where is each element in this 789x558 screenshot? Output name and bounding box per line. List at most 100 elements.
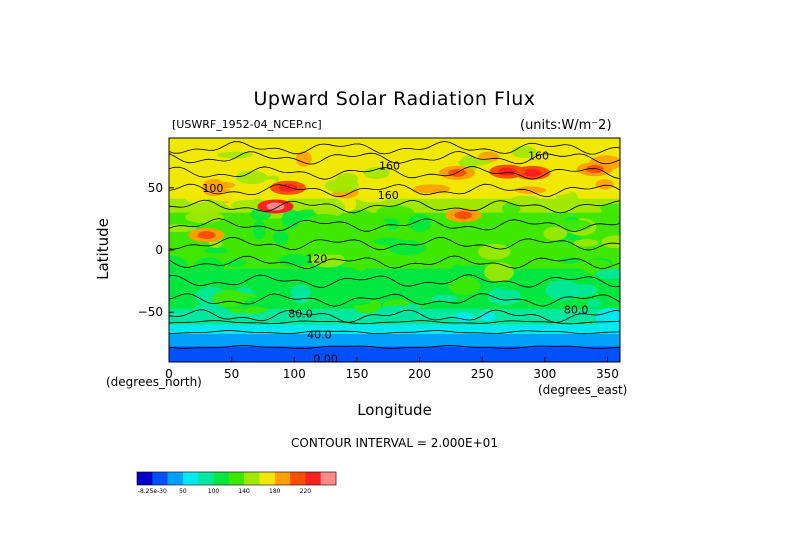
contour-line	[169, 330, 620, 335]
contour-label: 80.0	[564, 304, 589, 317]
colorbar-swatch	[320, 472, 337, 485]
field-patch	[312, 198, 346, 218]
contour-line	[169, 218, 620, 233]
field-patch	[487, 287, 521, 306]
field-patch	[595, 179, 614, 190]
field-band	[169, 321, 620, 326]
field-patch	[484, 262, 514, 282]
field-patch	[426, 204, 441, 211]
field-patch	[376, 205, 414, 219]
contour-line	[169, 255, 620, 269]
field-patch	[225, 292, 257, 300]
colorbar-label: 220	[300, 488, 312, 495]
field-band	[169, 355, 620, 358]
field-patch	[573, 239, 599, 247]
field-patch	[204, 247, 228, 254]
chart-title: Upward Solar Radiation Flux	[253, 88, 536, 110]
hotspot-core	[585, 165, 604, 174]
x-axis-label: Longitude	[357, 401, 432, 419]
contour-label: 100	[202, 182, 223, 195]
field-patch	[278, 254, 312, 267]
field-band	[169, 180, 620, 186]
colorbar-label: 50	[179, 488, 187, 495]
source-file-label: [USWRF_1952-04_NCEP.nc]	[172, 118, 322, 131]
field-patch	[252, 220, 266, 240]
field-band	[169, 282, 620, 288]
field-band	[169, 296, 620, 302]
field-patch	[601, 235, 620, 249]
field-patch	[343, 293, 373, 306]
field-patch	[294, 273, 323, 283]
field-patch	[363, 167, 390, 179]
field-patch	[600, 204, 620, 224]
hotspot-core	[279, 183, 298, 192]
field-band	[169, 340, 620, 344]
field-patch	[169, 288, 189, 305]
field-patch	[545, 280, 582, 301]
field-patch	[202, 178, 226, 197]
field-patch	[325, 160, 362, 173]
field-patch	[431, 294, 458, 303]
contour-line	[169, 151, 620, 165]
field-patch	[313, 297, 331, 305]
contour-line	[169, 199, 620, 214]
colorbar-swatch	[152, 472, 168, 485]
contour-label: 0.00	[313, 352, 338, 365]
contour-label: 120	[306, 253, 327, 266]
contour-line	[169, 183, 620, 198]
colorbar-label: -8.25e-30	[138, 488, 167, 495]
field-patch	[324, 178, 360, 193]
field-band	[169, 352, 620, 357]
field-patch	[169, 255, 188, 276]
y-tick-label: 50	[148, 181, 163, 195]
field-patch	[595, 269, 620, 279]
y-axis-ticks: 50 0 −50	[138, 181, 174, 319]
field-band	[169, 273, 620, 279]
colorbar-label: 140	[238, 488, 250, 495]
hotspot-core	[197, 231, 216, 240]
x-tick-label: 350	[596, 367, 619, 381]
colorbar-swatch	[137, 472, 153, 485]
contour-line	[169, 141, 620, 155]
contour-label: 160	[378, 189, 399, 202]
x-tick-label: 50	[224, 367, 239, 381]
field-patch	[427, 254, 443, 267]
field-patch	[290, 284, 311, 300]
field-band	[169, 198, 620, 204]
x-tick-label: 250	[471, 367, 494, 381]
x-axis-ticks: 0 50 100 150 200 250 300 350	[165, 357, 619, 381]
field-patch	[472, 184, 505, 193]
x-tick-label: 200	[408, 367, 431, 381]
field-patch	[408, 214, 432, 232]
field-band	[169, 231, 620, 237]
contour-line	[169, 293, 620, 307]
field-band	[169, 360, 620, 362]
field-patch	[514, 186, 547, 194]
field-patch	[478, 243, 511, 260]
field-band	[169, 259, 620, 265]
y-axis-units: (degrees_north)	[106, 375, 202, 389]
field-patch	[554, 199, 588, 212]
field-patch	[311, 246, 349, 256]
field-patch	[480, 310, 496, 322]
field-patch	[426, 235, 454, 254]
y-tick-label: −50	[138, 305, 163, 319]
field-patch	[224, 259, 246, 267]
colorbar-label: 180	[269, 488, 281, 495]
colorbar-label: 100	[208, 488, 220, 495]
field-patch	[330, 288, 350, 299]
contour-line	[169, 274, 620, 288]
colorbar-frame	[136, 471, 337, 486]
field-patch	[230, 199, 266, 211]
field-patch	[376, 305, 409, 322]
field-patch	[595, 307, 620, 328]
field-patch	[295, 151, 312, 167]
colorbar-swatch	[182, 472, 199, 485]
field-patch	[587, 299, 602, 308]
contour-line	[169, 166, 620, 180]
contour-lines	[169, 141, 620, 350]
field-patch	[571, 284, 598, 297]
contour-label: 40.0	[307, 329, 332, 342]
field-patch	[502, 202, 521, 215]
field-patch	[181, 268, 209, 283]
